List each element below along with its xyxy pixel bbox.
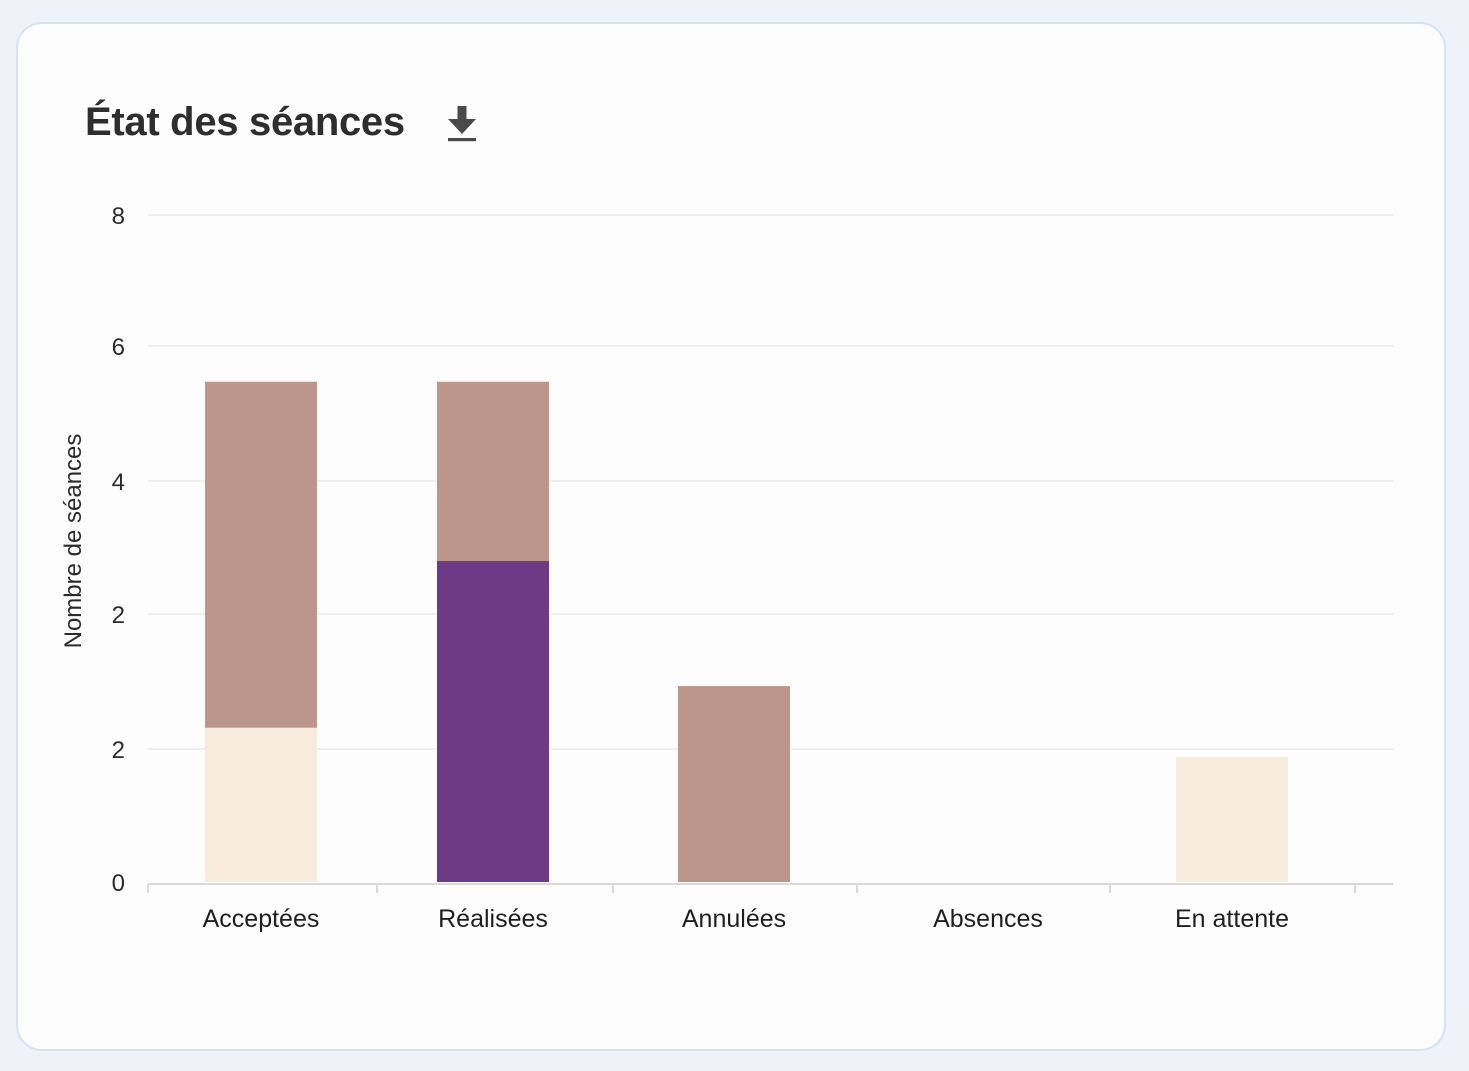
bar-segment	[205, 727, 317, 882]
x-category-label: Réalisées	[438, 905, 548, 933]
x-category-label: En attente	[1175, 905, 1289, 933]
y-tick-label: 0	[112, 870, 125, 897]
bar-segment	[437, 381, 549, 562]
download-button[interactable]	[440, 102, 484, 146]
y-tick-label: 2	[112, 737, 125, 764]
y-tick-label: 8	[112, 203, 125, 230]
y-tick-label: 6	[112, 334, 125, 361]
bar-segment	[1176, 756, 1288, 882]
card-title: État des séances	[85, 100, 405, 144]
x-category-label: Absences	[933, 905, 1043, 933]
bar-segment	[678, 686, 790, 882]
y-axis-title: Nombre de séances	[60, 434, 87, 649]
bar-segment	[437, 561, 549, 882]
y-tick-label: 2	[112, 602, 125, 629]
download-icon	[448, 106, 476, 142]
x-category-label: Annulées	[682, 905, 786, 933]
bar-segment	[205, 381, 317, 728]
y-tick-label: 4	[112, 469, 125, 496]
x-category-label: Acceptées	[203, 905, 320, 933]
